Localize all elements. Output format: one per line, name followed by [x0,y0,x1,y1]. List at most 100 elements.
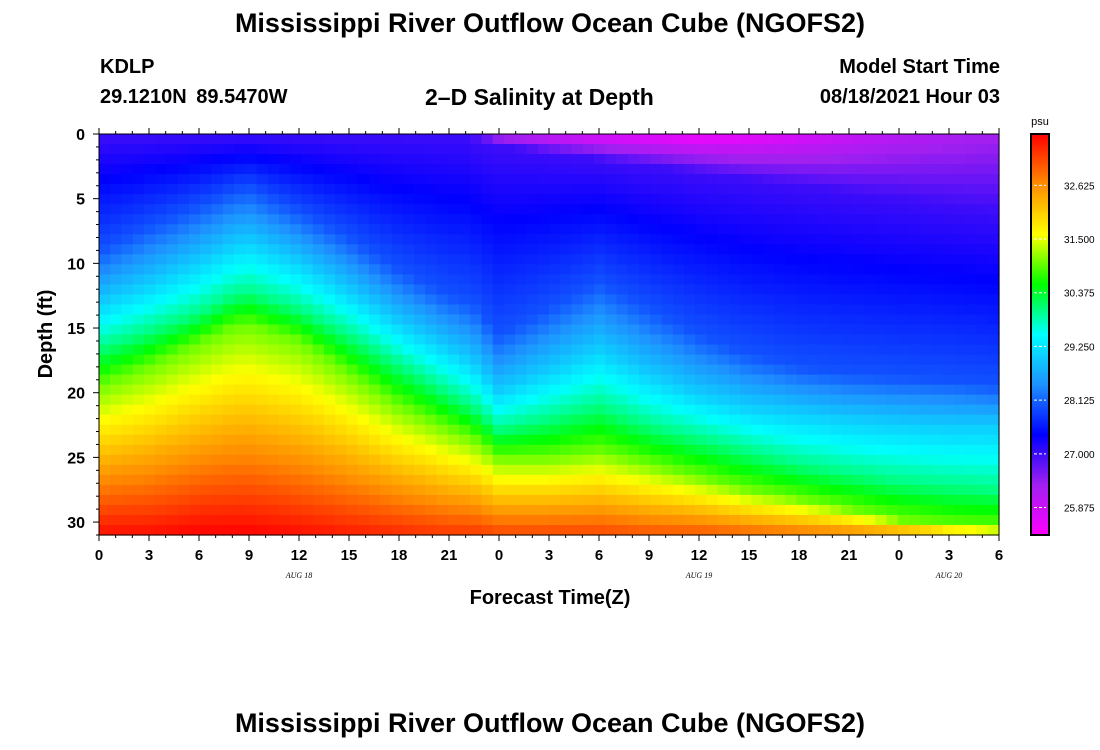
heatmap-cell [605,274,618,285]
heatmap-cell [279,304,291,316]
heatmap-cell [650,444,663,456]
heatmap-cell [762,454,775,466]
heatmap-cell [864,394,876,406]
heatmap-cell [987,444,1000,456]
heatmap-cell [369,304,381,316]
heatmap-cell [841,344,854,356]
heatmap-cell [819,484,831,496]
heatmap-cell [515,464,528,476]
heatmap-cell [380,194,393,205]
heatmap-cell [357,184,370,195]
heatmap-cell [897,334,910,346]
heatmap-cell [425,514,438,526]
heatmap-cell [976,354,989,366]
heatmap-cell [954,394,966,406]
heatmap-cell [504,154,516,165]
heatmap-cell [99,274,111,285]
heatmap-cell [335,254,348,265]
heatmap-cell [481,454,494,466]
heatmap-cell [436,514,449,526]
heatmap-cell [245,184,258,195]
heatmap-cell [672,234,685,245]
heatmap-cell [785,154,798,165]
heatmap-cell [515,134,528,145]
heatmap-cell [920,344,933,356]
heatmap-cell [819,454,831,466]
heatmap-cell [852,314,865,326]
heatmap-cell [144,414,156,426]
heatmap-cell [290,254,303,265]
heatmap-cell [402,404,415,416]
heatmap-cell [639,274,651,285]
heatmap-cell [639,264,651,275]
heatmap-cell [931,314,944,326]
heatmap-cell [177,194,190,205]
heatmap-cell [279,284,291,296]
heatmap-cell [279,334,291,346]
heatmap-cell [695,414,708,426]
heatmap-cell [312,294,325,306]
heatmap-cell [447,434,460,446]
heatmap-cell [571,314,584,326]
heatmap-cell [942,514,955,526]
heatmap-cell [762,154,775,165]
heatmap-cell [132,434,145,446]
heatmap-cell [830,234,843,245]
heatmap-cell [942,304,955,316]
heatmap-cell [99,294,111,306]
heatmap-cell [852,264,865,275]
heatmap-cell [346,314,359,326]
heatmap-cell [189,224,201,235]
heatmap-cell [144,134,156,145]
heatmap-cell [706,204,719,215]
heatmap-cell [402,504,415,516]
heatmap-cell [177,414,190,426]
heatmap-cell [402,464,415,476]
heatmap-cell [526,354,539,366]
heatmap-cell [110,524,123,536]
heatmap-cell [627,334,640,346]
heatmap-cell [830,194,843,205]
heatmap-cell [729,224,741,235]
heatmap-cell [717,264,730,275]
heatmap-cell [425,214,438,225]
heatmap-cell [402,274,415,285]
heatmap-cell [841,134,854,145]
heatmap-cell [796,374,809,386]
heatmap-cell [954,504,966,516]
heatmap-cell [447,194,460,205]
heatmap-cell [695,494,708,506]
heatmap-cell [605,164,618,175]
heatmap-cell [132,344,145,356]
heatmap-cell [369,374,381,386]
heatmap-cell [492,284,505,296]
heatmap-cell [684,204,696,215]
heatmap-cell [672,414,685,426]
heatmap-cell [717,374,730,386]
heatmap-cell [661,284,674,296]
heatmap-cell [717,184,730,195]
heatmap-cell [256,524,269,536]
heatmap-cell [684,404,696,416]
heatmap-cell [391,374,404,386]
heatmap-cell [549,344,561,356]
heatmap-cell [346,424,359,436]
heatmap-cell [864,294,876,306]
heatmap-cell [740,424,753,436]
heatmap-cell [301,354,314,366]
heatmap-cell [717,524,730,536]
heatmap-cell [729,294,741,306]
heatmap-cell [447,424,460,436]
heatmap-cell [965,404,978,416]
heatmap-cell [785,524,798,536]
heatmap-cell [414,194,426,205]
heatmap-cell [830,264,843,275]
heatmap-cell [121,174,134,185]
heatmap-cell [571,324,584,336]
heatmap-cell [650,494,663,506]
heatmap-cell [200,214,213,225]
heatmap-cell [594,184,606,195]
heatmap-cell [425,504,438,516]
heatmap-cell [729,144,741,155]
heatmap-cell [369,344,381,356]
